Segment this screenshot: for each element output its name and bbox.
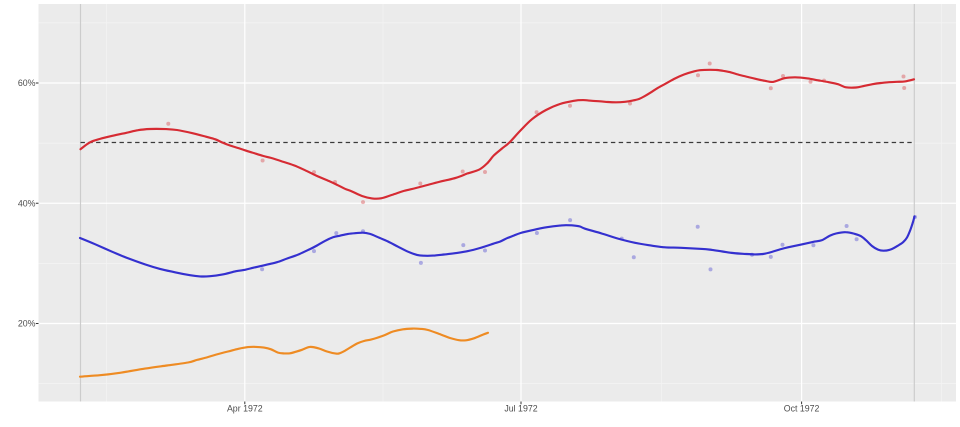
svg-text:20%: 20% <box>18 319 36 329</box>
svg-text:Jul 1972: Jul 1972 <box>504 403 537 413</box>
svg-text:Oct 1972: Oct 1972 <box>784 403 820 413</box>
svg-text:Apr 1972: Apr 1972 <box>227 403 263 413</box>
svg-text:60%: 60% <box>18 78 36 88</box>
svg-text:40%: 40% <box>18 198 36 208</box>
